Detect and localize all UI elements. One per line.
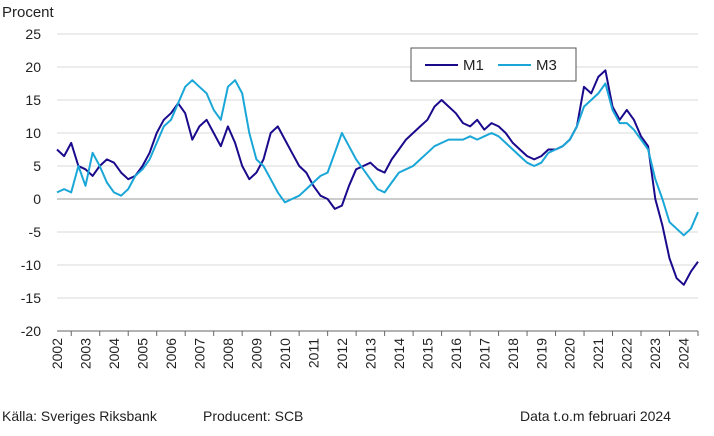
x-tick-labels: 2002 2003 2004 2005 2006 2007 2008 2009 2010 2011… bbox=[49, 331, 699, 369]
y-tick-label: -15 bbox=[21, 290, 41, 306]
x-tick-label: 2005 bbox=[134, 338, 150, 369]
x-tick-label: 2007 bbox=[191, 338, 207, 369]
x-tick-label: 2022 bbox=[619, 338, 635, 369]
producer-credit: Producent: SCB bbox=[203, 408, 304, 424]
x-tick-label: 2016 bbox=[448, 338, 464, 369]
x-tick-label: 2021 bbox=[590, 338, 606, 369]
x-tick-label: 2023 bbox=[647, 338, 663, 369]
y-tick-labels: 25 20 15 10 5 0 -5 -10 -15 -20 bbox=[21, 26, 41, 339]
x-tick-label: 2014 bbox=[391, 338, 407, 369]
x-tick-label: 2006 bbox=[163, 338, 179, 369]
y-tick-label: 10 bbox=[25, 125, 41, 141]
x-tick-label: 2012 bbox=[334, 338, 350, 369]
y-tick-label: -10 bbox=[21, 257, 41, 273]
series-line-m3 bbox=[56, 79, 699, 237]
source-credit: Källa: Sveriges Riksbank bbox=[2, 408, 157, 424]
x-tick-label: 2017 bbox=[476, 338, 492, 369]
x-tick-label: 2020 bbox=[562, 338, 578, 369]
x-tick-label: 2015 bbox=[419, 338, 435, 369]
legend: M1 M3 bbox=[410, 47, 577, 82]
y-tick-label: -20 bbox=[21, 323, 41, 339]
x-tick-label: 2010 bbox=[277, 338, 293, 369]
y-axis-label: Procent bbox=[2, 4, 55, 21]
y-tick-label: 15 bbox=[25, 92, 41, 108]
data-through-note: Data t.o.m februari 2024 bbox=[520, 408, 671, 424]
grid-lines bbox=[57, 33, 698, 332]
x-tick-label: 2009 bbox=[248, 338, 264, 369]
x-tick-label: 2019 bbox=[533, 338, 549, 369]
x-tick-label: 2018 bbox=[505, 338, 521, 369]
x-tick-label: 2002 bbox=[49, 338, 65, 369]
x-tick-label: 2004 bbox=[106, 338, 122, 369]
series-lines bbox=[56, 69, 699, 286]
legend-label-m1: M1 bbox=[463, 57, 484, 74]
x-tick-label: 2024 bbox=[676, 338, 692, 369]
series-line-m1 bbox=[56, 69, 699, 286]
y-tick-label: 5 bbox=[33, 158, 41, 174]
x-tick-label: 2013 bbox=[362, 338, 378, 369]
x-tick-label: 2008 bbox=[220, 338, 236, 369]
legend-label-m3: M3 bbox=[536, 57, 557, 74]
x-tick-label: 2003 bbox=[77, 338, 93, 369]
x-tick-label: 2011 bbox=[305, 338, 321, 368]
y-tick-label: -5 bbox=[29, 224, 42, 240]
y-tick-label: 20 bbox=[25, 59, 41, 75]
y-tick-label: 25 bbox=[25, 26, 41, 42]
y-tick-label: 0 bbox=[33, 191, 41, 207]
